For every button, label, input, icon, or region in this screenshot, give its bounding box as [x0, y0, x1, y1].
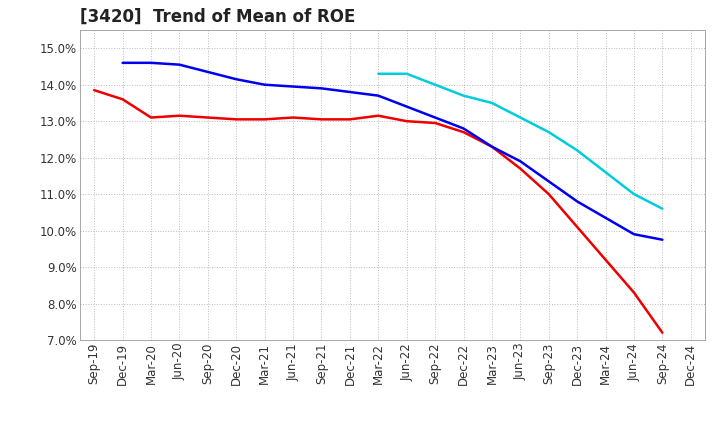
Text: [3420]  Trend of Mean of ROE: [3420] Trend of Mean of ROE	[80, 7, 356, 26]
